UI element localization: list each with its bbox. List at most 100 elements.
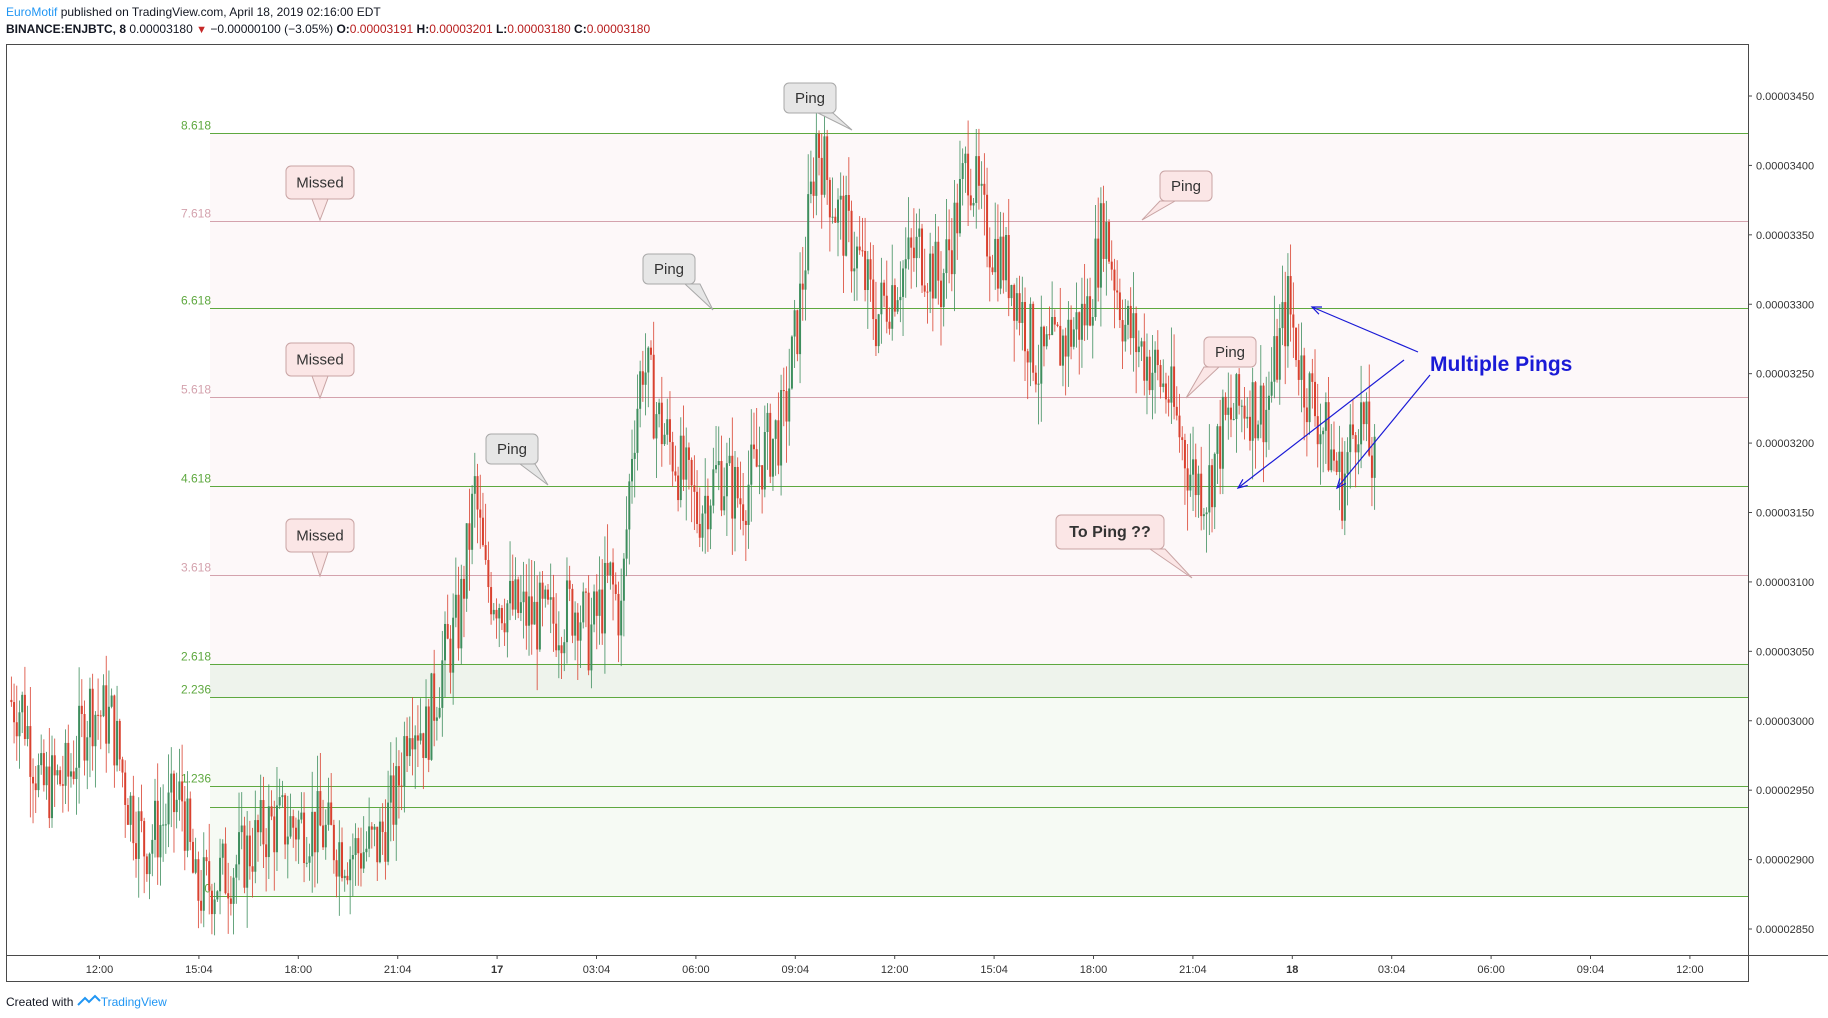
candle-body <box>1262 385 1265 443</box>
tradingview-brand[interactable]: TradingView <box>100 995 167 1009</box>
candle-body <box>967 153 970 196</box>
candle-body <box>1303 355 1306 408</box>
time-axis-label: 18 <box>1286 964 1298 976</box>
candle-body <box>1197 473 1200 496</box>
candle-body <box>631 458 634 482</box>
candle-body <box>1178 415 1181 438</box>
arrow-line <box>1237 359 1405 489</box>
candle-body <box>956 202 959 234</box>
candle-body <box>178 781 181 800</box>
time-axis-label: 21:04 <box>384 964 412 976</box>
candle-body <box>51 755 54 819</box>
candle-body <box>1300 355 1303 380</box>
candle-body <box>782 390 785 392</box>
candle-body <box>1005 235 1008 281</box>
candle-body <box>457 594 460 649</box>
candle-body <box>785 391 788 422</box>
candle-body <box>742 504 745 521</box>
candle-body <box>1135 313 1138 353</box>
candle-body <box>289 816 292 837</box>
candle-body <box>1205 512 1208 515</box>
candle-body <box>1189 474 1192 491</box>
candle-body <box>308 856 311 863</box>
fib-band <box>210 220 1748 309</box>
candle-body <box>1211 465 1214 508</box>
candle-body <box>1151 372 1154 391</box>
fib-band <box>210 574 1748 664</box>
candle-body <box>557 645 560 651</box>
candle-body <box>126 804 129 825</box>
candle-body <box>606 562 609 576</box>
candle-body <box>552 597 555 624</box>
candle-body <box>565 580 568 643</box>
candle-body <box>498 608 501 619</box>
candle-body <box>593 591 596 625</box>
fib-level-label: 1.236 <box>181 772 211 786</box>
price-axis-label: 0.00003000 <box>1756 716 1814 728</box>
candle-body <box>311 811 314 857</box>
candle-body <box>1037 383 1040 385</box>
candle-body <box>948 239 951 251</box>
candle-body <box>864 250 867 291</box>
candle-body <box>395 766 398 825</box>
callout-box <box>285 165 355 200</box>
candle-body <box>91 688 94 747</box>
candle-body <box>1015 293 1018 321</box>
candle-body <box>896 300 899 312</box>
candle-body <box>752 444 755 450</box>
candle-body <box>988 256 991 268</box>
candle-body <box>454 594 457 618</box>
candle-body <box>918 228 921 237</box>
candle-body <box>693 485 696 492</box>
candle-body <box>503 623 506 633</box>
candle-body <box>953 202 956 275</box>
candle-body <box>563 642 566 654</box>
candle-body <box>885 295 888 322</box>
candle-body <box>880 282 883 315</box>
candle-body <box>1140 341 1143 347</box>
candle-body <box>411 738 414 750</box>
candle-body <box>1026 351 1029 363</box>
candle-body <box>706 495 709 530</box>
candle-body <box>359 853 362 869</box>
callout-box <box>1159 170 1213 202</box>
candle-body <box>986 194 989 257</box>
fib-band <box>210 308 1748 398</box>
time-axis-label: 15:04 <box>980 964 1008 976</box>
candle-body <box>677 475 680 501</box>
fib-level-label: 3.618 <box>181 561 211 575</box>
candle-body <box>614 584 617 594</box>
candle-body <box>365 848 368 853</box>
candle-body <box>685 447 688 480</box>
candle-body <box>536 601 539 650</box>
candle-body <box>945 239 948 274</box>
candle-body <box>1227 407 1230 415</box>
candle-body <box>1373 436 1376 478</box>
candle-body <box>59 770 62 785</box>
candle-body <box>541 582 544 599</box>
publication-line: EuroMotif published on TradingView.com, … <box>6 5 381 19</box>
candle-body <box>232 877 235 904</box>
author-name[interactable]: EuroMotif <box>6 5 58 19</box>
candle-body <box>45 766 48 786</box>
price-axis-label: 0.00003150 <box>1756 508 1814 520</box>
candle-body <box>823 136 826 195</box>
candle-body <box>807 194 810 271</box>
callout-text: Missed <box>296 352 344 369</box>
candle-body <box>1173 366 1176 407</box>
candle-body <box>194 859 197 873</box>
time-axis-label: 09:04 <box>782 964 810 976</box>
candle-body <box>224 843 227 894</box>
candle-body <box>99 715 102 717</box>
candle-body <box>1048 334 1051 336</box>
candle-body <box>717 461 720 466</box>
candle-body <box>587 592 590 671</box>
candle-body <box>159 824 162 858</box>
candle-body <box>1357 444 1360 453</box>
candle-body <box>1194 459 1197 496</box>
candle-body <box>216 891 219 900</box>
candle-body <box>899 296 902 301</box>
fib-band <box>210 397 1748 487</box>
candle-body <box>107 706 110 744</box>
